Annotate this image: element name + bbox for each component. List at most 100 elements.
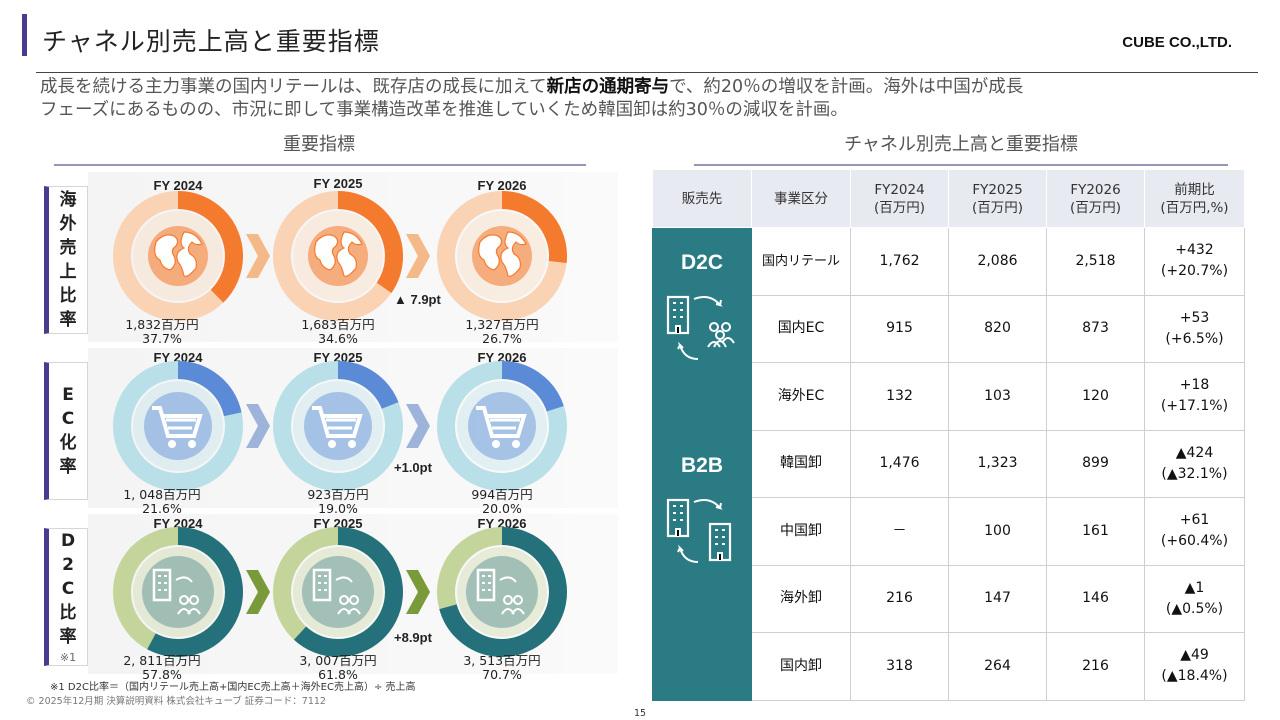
yoy-amount: +18 [1179, 377, 1210, 394]
yoy-percent: (▲18.4%) [1161, 668, 1228, 685]
shopping-cart-icon [468, 392, 536, 460]
yoy-percent: (+6.5%) [1165, 330, 1224, 347]
header-cell: 事業区分 [751, 169, 851, 228]
value-cell: 132 [850, 362, 949, 431]
copyright: © 2025年12月期 決算説明資料 株式会社キューブ 証券コード：7112 [26, 696, 326, 707]
value-cell: 161 [1046, 497, 1145, 566]
kpi-metric: 3, 007百万円 61.8% [273, 654, 403, 682]
segment-cell: 中国卸 [751, 497, 851, 566]
value-cell: 216 [850, 564, 949, 633]
kpi-metric: 3, 513百万円 70.7% [437, 654, 567, 682]
donut-inner [133, 381, 223, 471]
value-cell: 1,323 [948, 429, 1047, 498]
fiscal-year-label: FY 2024 [153, 516, 203, 531]
value-cell: 2,086 [948, 227, 1047, 296]
page-title: チャネル別売上高と重要指標 [42, 27, 380, 56]
kpi-donut [113, 191, 243, 321]
segment-cell: 国内EC [751, 294, 851, 363]
yoy-amount: ▲1 [1184, 579, 1205, 596]
metric-amount: 1, 048百万円 [123, 487, 201, 502]
fiscal-year-label: FY 2026 [477, 350, 527, 365]
kpi-section-title: 重要指標 [283, 134, 355, 155]
fiscal-year-label: FY 2026 [477, 516, 527, 531]
donut-fill [113, 191, 243, 321]
shopping-cart-icon [304, 392, 372, 460]
label-char: 売 [59, 238, 77, 258]
yoy-cell: ▲424 (▲32.1%) [1144, 429, 1245, 498]
kpi-row-label: D 2 C 比率 ※1 [44, 528, 88, 666]
chevron-right-icon [406, 234, 430, 278]
fiscal-year-label: FY 2025 [313, 176, 363, 191]
channel-group-label: D2C [680, 251, 723, 274]
value-cell: 1,762 [850, 227, 949, 296]
yoy-amount: ▲424 [1175, 444, 1214, 461]
channel-group-cell: B2B [652, 429, 752, 701]
table-section-title: チャネル別売上高と重要指標 [844, 134, 1078, 155]
metric-percent: 57.8% [142, 667, 182, 682]
table-row: D2C 国内リテール 1,762 2,086 2,518 +432 (+20.7%) [652, 227, 1245, 431]
yoy-percent: (▲32.1%) [1161, 465, 1228, 482]
chevron-right-icon [406, 404, 430, 448]
title-accent-bar [22, 14, 27, 56]
donut-inner [293, 381, 383, 471]
label-char: 比 [59, 286, 77, 306]
label-char: 上 [59, 262, 77, 282]
yoy-cell: ▲49 (▲18.4%) [1144, 632, 1245, 701]
value-cell: 103 [948, 362, 1047, 431]
donut-fill [437, 361, 567, 491]
value-cell: 820 [948, 294, 1047, 363]
yoy-amount: +61 [1179, 512, 1210, 529]
company-name: CUBE CO.,LTD. [1122, 34, 1232, 51]
kpi-donut [113, 527, 243, 657]
value-cell: 146 [1046, 564, 1145, 633]
kpi-row-label: 海外売上比率 [44, 186, 88, 334]
label-char: 海 [59, 190, 77, 210]
metric-percent: 61.8% [318, 667, 358, 682]
building-people-icon [142, 556, 214, 628]
label-char: C [61, 579, 75, 599]
label-note: ※1 [59, 651, 77, 664]
metric-percent: 70.7% [482, 667, 522, 682]
metric-percent: 21.6% [142, 501, 182, 516]
kpi-delta: ▲ 7.9pt [394, 292, 441, 307]
value-cell: 216 [1046, 632, 1145, 701]
kpi-metric: 1,683百万円 34.6% [273, 318, 403, 346]
header-cell: FY2026 (百万円) [1046, 169, 1145, 228]
metric-percent: 20.0% [482, 501, 522, 516]
metric-amount: 3, 513百万円 [463, 653, 541, 668]
header-cell: FY2025 (百万円) [948, 169, 1047, 228]
kpi-metric: 923百万円 19.0% [273, 488, 403, 516]
table-header-row: 販売先 事業区分 FY2024 (百万円) FY2025 (百万円) FY2026(… [652, 169, 1245, 228]
label-char: 比 [59, 603, 77, 623]
value-cell: 915 [850, 294, 949, 363]
table-row: 国内EC 915 820 873 +53 (+6.5%) [653, 294, 1245, 363]
metric-amount: 994百万円 [471, 487, 533, 502]
kpi-donut [273, 191, 403, 321]
value-cell: 100 [948, 497, 1047, 566]
yoy-percent: (+20.7%) [1160, 263, 1229, 280]
office-to-people-icon [666, 295, 735, 360]
donut-fill [437, 191, 567, 321]
value-cell: 318 [850, 632, 949, 701]
kpi-metric: 994百万円 20.0% [437, 488, 567, 516]
office-to-office-icon [666, 498, 732, 563]
metric-amount: 1,832百万円 [125, 317, 199, 332]
label-char: 2 [62, 555, 74, 575]
segment-cell: 国内リテール [751, 227, 851, 296]
donut-fill [273, 361, 403, 491]
donut-inner [457, 381, 547, 471]
yoy-amount: +432 [1175, 242, 1214, 259]
label-char: 率 [59, 627, 77, 647]
shopping-cart-icon [144, 392, 212, 460]
metric-amount: 1,327百万円 [465, 317, 539, 332]
kpi-metric: 1,832百万円 37.7% [97, 318, 227, 346]
table-section-rule [694, 164, 1228, 166]
donut-fill [273, 191, 403, 321]
value-cell: 873 [1046, 294, 1145, 363]
lead-emphasis: 新店の通期寄与 [546, 77, 670, 97]
yoy-cell: +432 (+20.7%) [1144, 227, 1245, 296]
header-cell: FY2024 (百万円) [850, 169, 949, 228]
fiscal-year-label: FY 2025 [313, 516, 363, 531]
lead-text: 成長を続ける主力事業の国内リテールは、既存店の成長に加えて新店の通期寄与で、約2… [40, 77, 1024, 120]
value-cell: 264 [948, 632, 1047, 701]
